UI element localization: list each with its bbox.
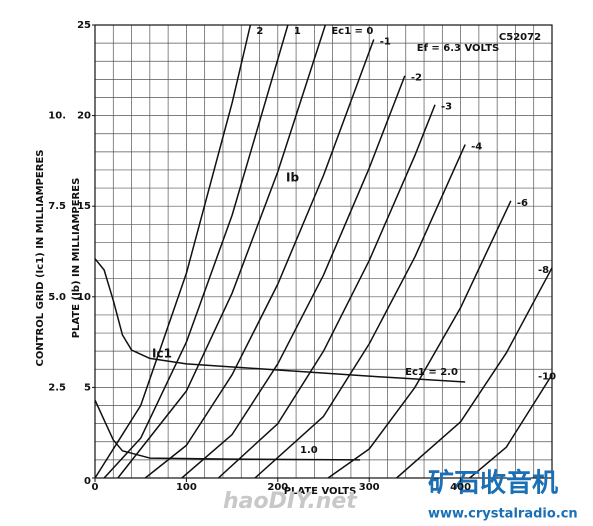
plot-frame	[94, 24, 553, 479]
watermark: haoDIY.net	[223, 489, 358, 514]
grid	[94, 24, 553, 479]
curve	[254, 144, 466, 478]
heater-note: Ef = 6.3 VOLTS	[417, 43, 500, 54]
curve	[103, 25, 289, 478]
watermark: 矿石收音机	[428, 468, 558, 499]
series-label: -6	[517, 198, 528, 209]
curve	[217, 104, 436, 478]
series-label: Ec1 = 2.0	[405, 367, 458, 378]
curve	[396, 267, 552, 478]
series-label: Ec1 = 0	[331, 26, 373, 37]
x-tick-label: 0	[92, 482, 99, 493]
curves	[95, 25, 552, 478]
x-tick-label: 100	[176, 482, 197, 493]
series-label: -2	[411, 73, 422, 84]
x-axis-label: PLATE VOLTS	[284, 486, 357, 497]
series-label: -4	[471, 142, 482, 153]
curve	[327, 200, 512, 478]
annotation: Ic1	[152, 347, 172, 361]
y-tick-label: 25	[77, 20, 91, 31]
y2-axis-label: CONTROL GRID (Ic1) IN MILLIAMPERES	[35, 149, 46, 366]
series-label: -8	[538, 265, 549, 276]
series-label: 2	[256, 26, 263, 37]
curve	[144, 39, 375, 478]
y2-tick-label: 2.5	[48, 382, 66, 393]
series-label: -3	[441, 102, 452, 113]
y-tick-label: 10	[77, 292, 91, 303]
y2-tick-label: 7.5	[48, 201, 66, 212]
series-label: -10	[538, 372, 556, 383]
series-label: 1	[294, 26, 301, 37]
y2-tick-label: 10.	[48, 111, 66, 122]
curve	[95, 25, 252, 478]
curve	[117, 25, 327, 478]
y-tick-label: 0	[84, 476, 91, 487]
y-tick-label: 20	[77, 111, 91, 122]
y-axis-label: PLATE (Ib) IN MILLIAMPERES	[71, 178, 82, 339]
watermark: www.crystalradio.cn	[428, 507, 578, 522]
curve	[181, 75, 406, 478]
curve	[469, 374, 552, 478]
series-label: -1	[380, 36, 391, 47]
curve	[95, 399, 361, 461]
x-tick-label: 400	[450, 482, 471, 493]
y-tick-label: 15	[77, 201, 91, 212]
x-tick-label: 200	[267, 482, 288, 493]
annotation: Ib	[286, 171, 299, 185]
y-tick-label: 5	[84, 382, 91, 393]
series-label: 1.0	[300, 445, 318, 456]
y2-tick-label: 5.0	[48, 292, 66, 303]
code: C52072	[499, 32, 541, 43]
x-tick-label: 300	[359, 482, 380, 493]
curve	[95, 258, 466, 383]
